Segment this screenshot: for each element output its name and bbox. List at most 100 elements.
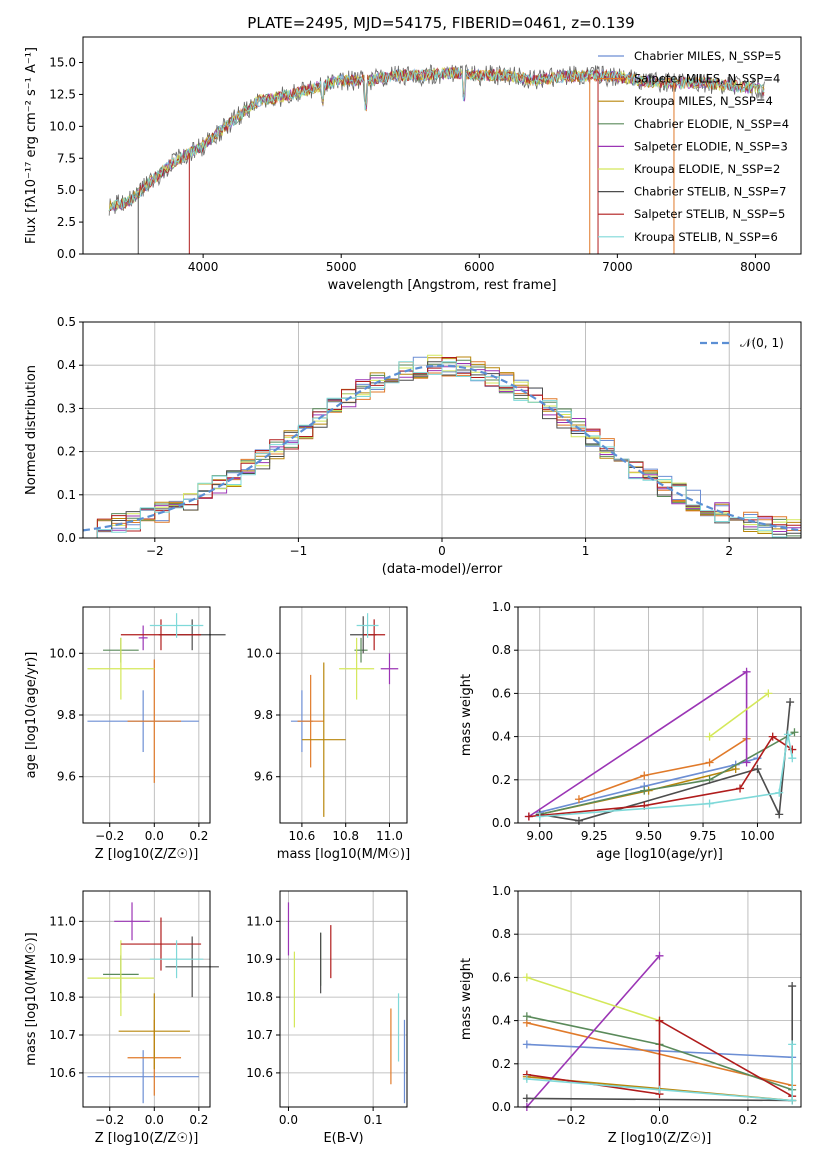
y-tick-label: 0.6 bbox=[492, 686, 511, 700]
y-tick-label: 0.8 bbox=[492, 643, 511, 657]
x-axis-label: age [log10(age/yr)] bbox=[596, 847, 723, 862]
legend-label: Salpeter STELIB, N_SSP=5 bbox=[634, 207, 785, 221]
y-tick-label: 0.2 bbox=[57, 445, 76, 459]
y-tick-label: 0.0 bbox=[492, 1100, 511, 1114]
x-tick-label: 5000 bbox=[326, 260, 357, 274]
x-tick-label: −0.2 bbox=[95, 1113, 124, 1127]
weight-marker bbox=[705, 732, 714, 741]
x-tick-label: 9.50 bbox=[635, 829, 662, 843]
legend-label: 𝒩(0, 1) bbox=[740, 336, 784, 350]
weight-line bbox=[539, 731, 795, 816]
weight-marker bbox=[535, 812, 544, 821]
y-tick-label: 11.0 bbox=[49, 914, 76, 928]
x-tick-label: 0.0 bbox=[145, 829, 164, 843]
weight-marker bbox=[753, 765, 762, 773]
weight-marker bbox=[768, 732, 777, 741]
weight-marker bbox=[788, 982, 797, 991]
histogram-step bbox=[83, 361, 801, 539]
weight-marker bbox=[522, 1094, 531, 1103]
x-tick-label: 0.2 bbox=[738, 1113, 757, 1127]
y-tick-label: 10.6 bbox=[49, 1066, 76, 1080]
weight-line bbox=[526, 955, 661, 1108]
y-tick-label: 0.4 bbox=[57, 358, 76, 372]
weight-marker bbox=[522, 973, 531, 982]
weight-marker bbox=[775, 788, 784, 797]
x-tick-label: 0.0 bbox=[145, 1113, 164, 1127]
x-tick-label: 0.2 bbox=[189, 1113, 208, 1127]
weight-line bbox=[539, 734, 794, 818]
x-tick-label: 9.75 bbox=[690, 829, 717, 843]
y-tick-label: 0.8 bbox=[492, 927, 511, 941]
x-tick-label: 9.25 bbox=[581, 829, 608, 843]
axes-frame bbox=[279, 890, 408, 1108]
axes-frame bbox=[517, 606, 802, 824]
y-tick-label: 0.0 bbox=[57, 531, 76, 545]
legend-label: Kroupa STELIB, N_SSP=6 bbox=[634, 230, 778, 244]
y-tick-label: 10.0 bbox=[49, 119, 76, 133]
weight-line bbox=[578, 738, 748, 800]
x-tick-label: 9.00 bbox=[526, 829, 553, 843]
x-tick-label: −2 bbox=[146, 544, 164, 558]
x-axis-label: wavelength [Angstrom, rest frame] bbox=[328, 278, 557, 293]
y-tick-label: 0.0 bbox=[57, 247, 76, 261]
y-tick-label: 9.8 bbox=[57, 708, 76, 722]
axes-frame bbox=[82, 890, 211, 1108]
y-tick-label: 10.0 bbox=[49, 646, 76, 660]
y-tick-label: 10.8 bbox=[246, 990, 273, 1004]
y-tick-label: 10.8 bbox=[49, 990, 76, 1004]
y-axis-label: Flux [fλ10⁻¹⁷ erg cm⁻² s⁻¹ A⁻¹] bbox=[24, 47, 39, 244]
normal-curve bbox=[82, 364, 802, 532]
y-tick-label: 7.5 bbox=[57, 151, 76, 165]
y-tick-label: 2.5 bbox=[57, 215, 76, 229]
weight-marker bbox=[788, 754, 797, 763]
x-tick-label: 0 bbox=[438, 544, 446, 558]
spectrum-line bbox=[108, 67, 765, 212]
weight-marker bbox=[655, 951, 664, 960]
y-tick-label: 0.6 bbox=[492, 970, 511, 984]
weight-marker bbox=[574, 816, 583, 825]
x-tick-label: 8000 bbox=[740, 260, 771, 274]
y-tick-label: 0.2 bbox=[492, 1057, 511, 1071]
weight-marker bbox=[742, 667, 751, 676]
legend-label: Kroupa ELODIE, N_SSP=2 bbox=[634, 162, 780, 176]
weight-marker bbox=[522, 1040, 531, 1049]
y-axis-label: age [log10(age/yr)] bbox=[24, 652, 39, 779]
x-axis-label: Z [log10(Z/Z☉)] bbox=[95, 847, 199, 862]
weight-marker bbox=[640, 786, 649, 795]
x-tick-label: 11.0 bbox=[376, 829, 403, 843]
y-tick-label: 0.2 bbox=[492, 773, 511, 787]
legend-label: Salpeter ELODIE, N_SSP=3 bbox=[634, 139, 788, 153]
y-tick-label: 5.0 bbox=[57, 183, 76, 197]
y-tick-label: 11.0 bbox=[246, 914, 273, 928]
weight-marker bbox=[574, 795, 583, 804]
spectrum-line bbox=[108, 67, 765, 212]
weight-marker bbox=[736, 784, 745, 793]
x-tick-label: 1 bbox=[582, 544, 590, 558]
y-tick-label: 0.4 bbox=[492, 730, 511, 744]
y-tick-label: 10.7 bbox=[246, 1028, 273, 1042]
weight-marker bbox=[786, 698, 795, 707]
weight-marker bbox=[788, 745, 797, 754]
weight-line bbox=[709, 692, 769, 738]
y-axis-label: Normed distribution bbox=[24, 365, 39, 495]
legend-label: Chabrier MILES, N_SSP=5 bbox=[634, 49, 781, 63]
weight-marker bbox=[522, 1012, 531, 1021]
y-tick-label: 9.6 bbox=[57, 770, 76, 784]
weight-marker bbox=[522, 1074, 531, 1083]
x-tick-label: 4000 bbox=[188, 260, 219, 274]
y-tick-label: 9.6 bbox=[254, 770, 273, 784]
y-tick-label: 10.0 bbox=[246, 646, 273, 660]
x-axis-label: (data-model)/error bbox=[382, 562, 503, 577]
y-tick-label: 0.4 bbox=[492, 1014, 511, 1028]
y-tick-label: 0.0 bbox=[492, 816, 511, 830]
x-axis-label: mass [log10(M/M☉)] bbox=[277, 847, 410, 862]
weight-line bbox=[526, 976, 660, 1022]
weight-marker bbox=[742, 758, 751, 767]
weight-marker bbox=[655, 1016, 664, 1025]
x-tick-label: 2 bbox=[725, 544, 733, 558]
weight-marker bbox=[775, 810, 784, 819]
y-tick-label: 1.0 bbox=[492, 600, 511, 614]
x-tick-label: 10.6 bbox=[289, 829, 316, 843]
x-tick-label: 0.1 bbox=[364, 1113, 383, 1127]
weight-line bbox=[526, 1044, 793, 1102]
